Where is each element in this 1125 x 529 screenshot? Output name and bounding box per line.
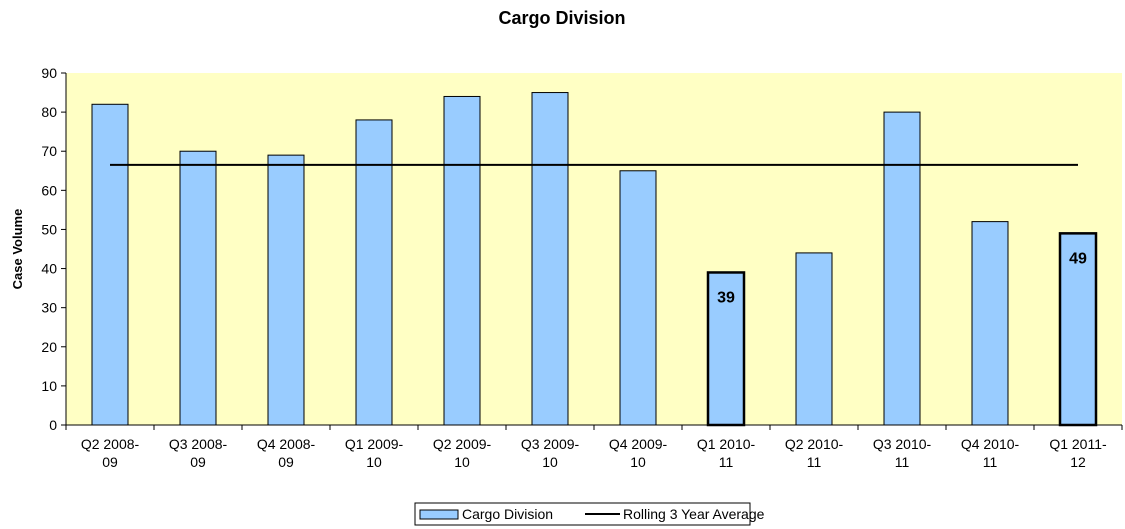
y-tick-label: 10 bbox=[41, 378, 57, 394]
legend-label: Rolling 3 Year Average bbox=[623, 506, 765, 522]
bar bbox=[795, 252, 833, 426]
x-tick-label: Q3 2010-11 bbox=[873, 436, 932, 470]
x-tick-label: Q2 2009-10 bbox=[433, 436, 492, 470]
y-tick-label: 30 bbox=[41, 300, 57, 316]
x-tick-label: Q4 2009-10 bbox=[609, 436, 668, 470]
x-tick-label: Q1 2011-12 bbox=[1049, 436, 1107, 470]
x-tick-label: Q3 2009-10 bbox=[521, 436, 580, 470]
bar bbox=[706, 271, 746, 427]
data-label: 39 bbox=[717, 289, 735, 306]
legend-box bbox=[414, 502, 751, 526]
bar bbox=[355, 119, 393, 426]
y-tick-label: 80 bbox=[41, 104, 57, 120]
x-tick-label: Q1 2009-10 bbox=[345, 436, 404, 470]
x-tick-label: Q4 2008-09 bbox=[257, 436, 316, 470]
y-tick-label: 70 bbox=[41, 143, 57, 159]
y-tick-label: 40 bbox=[41, 261, 57, 277]
x-tick-label: Q2 2008-09 bbox=[81, 436, 140, 470]
data-label: 49 bbox=[1069, 250, 1087, 267]
plot-area bbox=[66, 73, 1122, 425]
bar bbox=[971, 221, 1009, 426]
x-tick-label: Q3 2008-09 bbox=[169, 436, 228, 470]
y-tick-label: 0 bbox=[49, 417, 57, 433]
bar bbox=[179, 150, 217, 426]
x-tick-label: Q1 2010-11 bbox=[697, 436, 756, 470]
y-tick-label: 60 bbox=[41, 182, 57, 198]
x-tick-label: Q4 2010-11 bbox=[961, 436, 1020, 470]
bar bbox=[531, 92, 569, 426]
y-axis-label: Case Volume bbox=[10, 209, 25, 290]
x-tick-label: Q2 2010-11 bbox=[785, 436, 844, 470]
legend-label: Cargo Division bbox=[462, 506, 553, 522]
y-tick-label: 90 bbox=[41, 65, 57, 81]
y-tick-label: 20 bbox=[41, 339, 57, 355]
bar bbox=[443, 95, 481, 426]
bar bbox=[883, 111, 921, 426]
y-tick-label: 50 bbox=[41, 221, 57, 237]
bar bbox=[619, 170, 657, 426]
bar bbox=[267, 154, 305, 426]
bar bbox=[91, 103, 129, 426]
chart-title: Cargo Division bbox=[498, 8, 625, 28]
legend-swatch bbox=[419, 509, 459, 520]
